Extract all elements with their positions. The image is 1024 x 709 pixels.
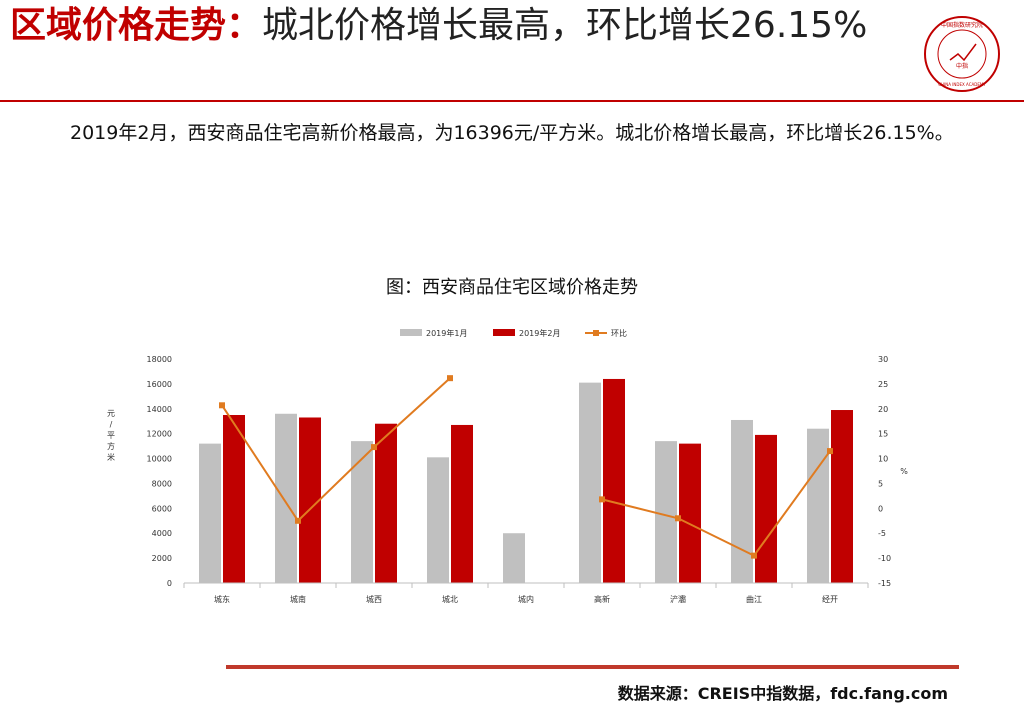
- x-tick-label: 城南: [290, 594, 306, 604]
- mom-point: [219, 402, 225, 409]
- y-tick-label: 12000: [147, 430, 172, 439]
- x-tick-label: 高新: [594, 594, 610, 604]
- title-red-part: 区域价格走势：: [10, 5, 263, 46]
- bar-jan: [655, 441, 677, 583]
- x-tick-label: 城北: [442, 595, 458, 604]
- mom-point: [827, 448, 833, 455]
- x-axis: 城东 城南 城西 城北 城内 高新 浐灞 曲江 经开: [183, 582, 869, 604]
- title-dark-part: 城北价格增长最高，环比增长26.15%: [262, 5, 868, 46]
- y-axis-title-char: /: [110, 420, 113, 429]
- mom-line-segment: [601, 450, 831, 557]
- mom-point: [447, 375, 453, 382]
- china-index-academy-logo: 中国指数研究院 中指 CHINA INDEX ACADEMY: [924, 16, 1000, 92]
- x-tick-label: 城东: [214, 594, 230, 604]
- x-tick-label: 城内: [518, 594, 534, 604]
- chart-title: 图：西安商品住宅区域价格走势: [386, 277, 638, 298]
- bar-feb: [603, 378, 625, 583]
- legend-swatch: [400, 329, 422, 336]
- y2-axis-title: %: [900, 467, 908, 476]
- y-tick-label: 6000: [152, 504, 172, 513]
- y-tick-label: 18000: [147, 355, 172, 364]
- bar-feb: [223, 415, 245, 583]
- logo-ring-text: 中国指数研究院: [941, 21, 983, 29]
- y2-tick-label: -15: [878, 579, 891, 588]
- chart-legend: 2019年1月 2019年2月 环比: [400, 328, 627, 338]
- x-tick-label: 曲江: [746, 594, 762, 604]
- y-tick-label: 10000: [147, 455, 172, 464]
- y2-tick-label: -5: [878, 529, 886, 538]
- bar-jan: [503, 533, 525, 583]
- legend-marker: [593, 330, 599, 336]
- legend-label: 环比: [611, 328, 627, 338]
- y-tick-label: 2000: [152, 554, 172, 563]
- bar-feb: [755, 434, 777, 583]
- legend-label: 2019年1月: [426, 328, 467, 338]
- title-divider: [0, 100, 1024, 102]
- y-tick-label: 4000: [152, 529, 172, 538]
- x-tick-label: 经开: [822, 594, 838, 604]
- mom-point: [751, 552, 757, 559]
- bar-jan: [807, 428, 829, 583]
- y2-tick-label: 10: [878, 455, 888, 464]
- bar-jan: [427, 457, 449, 583]
- y-tick-label: 16000: [147, 380, 172, 389]
- x-tick-label: 浐灞: [670, 594, 686, 604]
- legend-item: 2019年1月: [400, 328, 467, 338]
- legend-swatch: [493, 329, 515, 336]
- y-axis-title-char: 方: [107, 441, 115, 451]
- y-axis-title-char: 平: [107, 431, 115, 440]
- y2-tick-label: 5: [878, 479, 883, 488]
- mom-line-segment: [221, 377, 451, 523]
- y-tick-label: 14000: [147, 405, 172, 414]
- bar-feb: [451, 424, 473, 583]
- mom-point: [675, 515, 681, 522]
- y-axis-title-char: 元: [107, 409, 115, 418]
- x-tick-label: 城西: [366, 595, 382, 604]
- bar-jan: [275, 413, 297, 583]
- data-source: 数据来源：CREIS中指数据，fdc.fang.com: [617, 684, 948, 703]
- y2-tick-label: 0: [878, 504, 883, 513]
- legend-label: 2019年2月: [519, 328, 560, 338]
- summary-paragraph: 2019年2月，西安商品住宅高新价格最高，为16396元/平方米。城北价格增长最…: [70, 122, 954, 144]
- y2-tick-label: 30: [878, 355, 888, 364]
- logo-sub-text: CHINA INDEX ACADEMY: [938, 82, 986, 87]
- y2-tick-label: 20: [878, 405, 888, 414]
- mom-point: [371, 444, 377, 451]
- y-axis-right: -15 -10 -5 0 5 10 15 20 25 30%: [878, 355, 908, 588]
- logo-center-text: 中指: [956, 62, 968, 70]
- bar-feb: [679, 443, 701, 583]
- bar-feb: [375, 423, 397, 583]
- mom-line-series: [219, 375, 833, 559]
- bar-jan: [351, 441, 373, 583]
- mom-point: [599, 496, 605, 503]
- bar-feb: [299, 417, 321, 583]
- y2-tick-label: 25: [878, 380, 888, 389]
- footer-divider: [226, 665, 959, 669]
- y-tick-label: 0: [167, 579, 172, 588]
- bar-feb: [831, 410, 853, 583]
- bar-jan: [199, 443, 221, 583]
- bar-jan: [731, 419, 753, 583]
- bar-series: [199, 378, 853, 583]
- legend-item: 环比: [585, 328, 627, 338]
- y-tick-label: 8000: [152, 479, 172, 488]
- y2-tick-label: 15: [878, 430, 888, 439]
- mom-point: [295, 517, 301, 524]
- y-axis-title: 元 / 平方米: [107, 409, 115, 462]
- legend-item: 2019年2月: [493, 328, 560, 338]
- y-axis-title-char: 米: [107, 452, 115, 462]
- slide-title: 区域价格走势：城北价格增长最高，环比增长26.15%: [10, 2, 910, 50]
- bar-jan: [579, 382, 601, 583]
- y-axis-left: 0 2000 4000 6000 8000 10000 12000 14000 16000 180…: [107, 355, 172, 588]
- y2-tick-label: -10: [878, 554, 891, 563]
